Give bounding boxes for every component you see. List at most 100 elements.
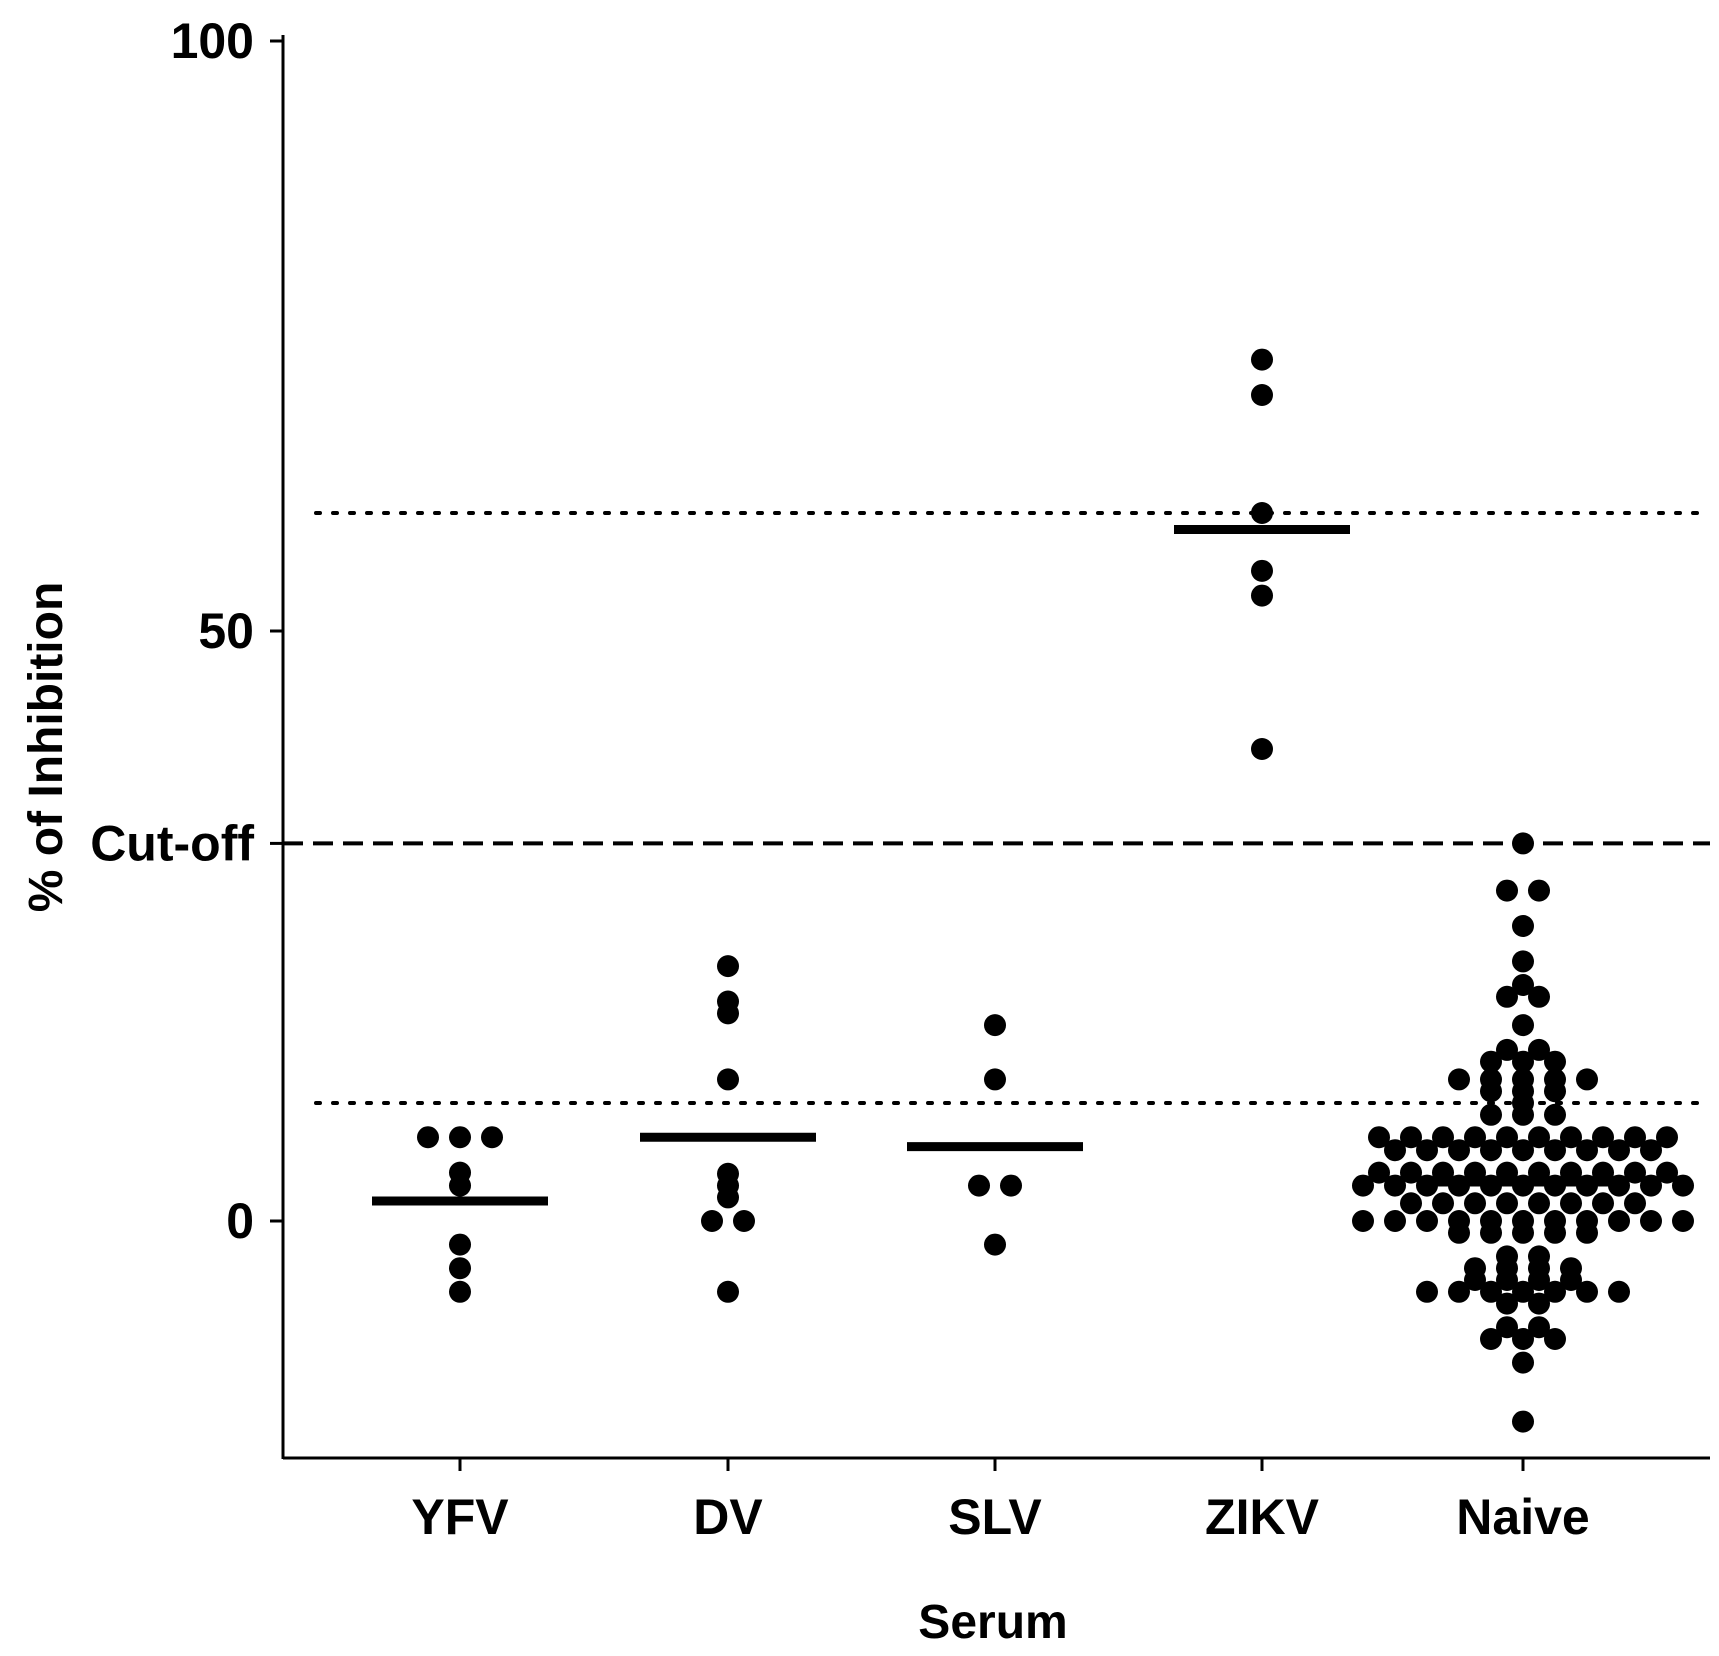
data-point bbox=[717, 1002, 739, 1025]
data-point bbox=[1512, 1328, 1534, 1350]
data-point bbox=[1400, 1126, 1422, 1149]
data-point bbox=[1640, 1174, 1662, 1197]
data-point bbox=[1480, 1139, 1502, 1162]
x-tick-label: SLV bbox=[948, 1489, 1042, 1545]
data-point bbox=[1480, 1280, 1502, 1303]
data-point bbox=[1251, 584, 1273, 607]
data-point bbox=[1512, 974, 1534, 996]
data-point bbox=[1672, 1174, 1694, 1197]
data-point bbox=[417, 1126, 439, 1149]
data-point bbox=[1528, 1192, 1550, 1215]
data-point bbox=[1448, 1280, 1470, 1303]
data-point bbox=[1251, 559, 1273, 582]
data-point bbox=[1512, 1103, 1534, 1126]
data-point bbox=[1480, 1050, 1502, 1073]
data-point bbox=[968, 1174, 990, 1197]
x-tick-label: Naive bbox=[1456, 1489, 1589, 1545]
reference-lines bbox=[283, 511, 1712, 1105]
data-point bbox=[1251, 738, 1273, 760]
data-point bbox=[1576, 1068, 1598, 1091]
data-point bbox=[1576, 1280, 1598, 1303]
data-point bbox=[1544, 1328, 1566, 1350]
data-point bbox=[1560, 1192, 1582, 1215]
data-point bbox=[1592, 1126, 1614, 1149]
data-point bbox=[1416, 1280, 1438, 1303]
data-point bbox=[984, 1068, 1006, 1091]
data-point bbox=[984, 1014, 1006, 1037]
data-point bbox=[1251, 348, 1273, 371]
data-point bbox=[1528, 879, 1550, 902]
data-point bbox=[1608, 1280, 1630, 1303]
data-point bbox=[1251, 384, 1273, 406]
data-point bbox=[1512, 1014, 1534, 1037]
data-point bbox=[481, 1126, 503, 1149]
data-point bbox=[1480, 1103, 1502, 1126]
data-point bbox=[449, 1257, 471, 1280]
data-point bbox=[1368, 1126, 1390, 1149]
data-point bbox=[1512, 1280, 1534, 1303]
data-point bbox=[449, 1126, 471, 1149]
data-point bbox=[1496, 1038, 1518, 1061]
y-tick-label: 0 bbox=[226, 1193, 254, 1249]
data-point bbox=[1496, 985, 1518, 1008]
data-point bbox=[1544, 1139, 1566, 1162]
data-point bbox=[1576, 1139, 1598, 1162]
data-point bbox=[1544, 1103, 1566, 1126]
y-tick-label: 100 bbox=[171, 13, 254, 69]
data-point bbox=[1496, 1192, 1518, 1215]
data-point bbox=[1448, 1221, 1470, 1244]
data-point bbox=[1496, 1316, 1518, 1339]
data-point bbox=[1640, 1210, 1662, 1232]
x-tick-label: ZIKV bbox=[1205, 1489, 1320, 1545]
data-point bbox=[717, 955, 739, 978]
data-point bbox=[1544, 1080, 1566, 1103]
data-point bbox=[1400, 1192, 1422, 1215]
data-point bbox=[1624, 1126, 1646, 1149]
data-point bbox=[1640, 1139, 1662, 1162]
data-point bbox=[1528, 1126, 1550, 1149]
x-tick-label: YFV bbox=[411, 1489, 509, 1545]
data-point bbox=[1384, 1210, 1406, 1232]
data-point bbox=[1608, 1174, 1630, 1197]
data-point bbox=[1496, 1126, 1518, 1149]
data-points bbox=[417, 348, 1694, 1433]
data-point bbox=[984, 1233, 1006, 1256]
x-tick-label: DV bbox=[693, 1489, 763, 1545]
data-point bbox=[1512, 1050, 1534, 1073]
data-point bbox=[449, 1280, 471, 1303]
data-point bbox=[1432, 1192, 1454, 1215]
data-point bbox=[1560, 1126, 1582, 1149]
data-point bbox=[1416, 1139, 1438, 1162]
data-point bbox=[1416, 1174, 1438, 1197]
data-point bbox=[1464, 1126, 1486, 1149]
data-point bbox=[1384, 1139, 1406, 1162]
data-point bbox=[449, 1174, 471, 1197]
data-point bbox=[1416, 1210, 1438, 1232]
data-point bbox=[717, 1280, 739, 1303]
x-axis-title: Serum bbox=[918, 1596, 1067, 1649]
data-point bbox=[1512, 1221, 1534, 1244]
data-point bbox=[1608, 1210, 1630, 1232]
data-point bbox=[701, 1210, 723, 1232]
x-ticks: YFV DV SLV ZIKV Naive bbox=[411, 1458, 1590, 1545]
data-point bbox=[1464, 1269, 1486, 1291]
data-point bbox=[1576, 1221, 1598, 1244]
data-point bbox=[1544, 1280, 1566, 1303]
y-tick-label: 50 bbox=[198, 603, 254, 659]
data-point bbox=[1496, 1292, 1518, 1315]
y-ticks: 100 50 0 Cut-off bbox=[90, 13, 283, 1249]
data-point bbox=[1400, 1161, 1422, 1184]
data-point bbox=[1592, 1192, 1614, 1215]
data-point bbox=[1384, 1174, 1406, 1197]
data-point bbox=[1672, 1210, 1694, 1232]
data-point bbox=[1464, 1192, 1486, 1215]
data-point bbox=[1656, 1126, 1678, 1149]
data-point bbox=[1544, 1221, 1566, 1244]
data-point bbox=[1448, 1068, 1470, 1091]
data-point bbox=[1512, 950, 1534, 973]
data-point bbox=[717, 1068, 739, 1091]
data-point bbox=[1624, 1161, 1646, 1184]
data-point bbox=[1496, 879, 1518, 902]
data-point bbox=[1512, 1410, 1534, 1433]
